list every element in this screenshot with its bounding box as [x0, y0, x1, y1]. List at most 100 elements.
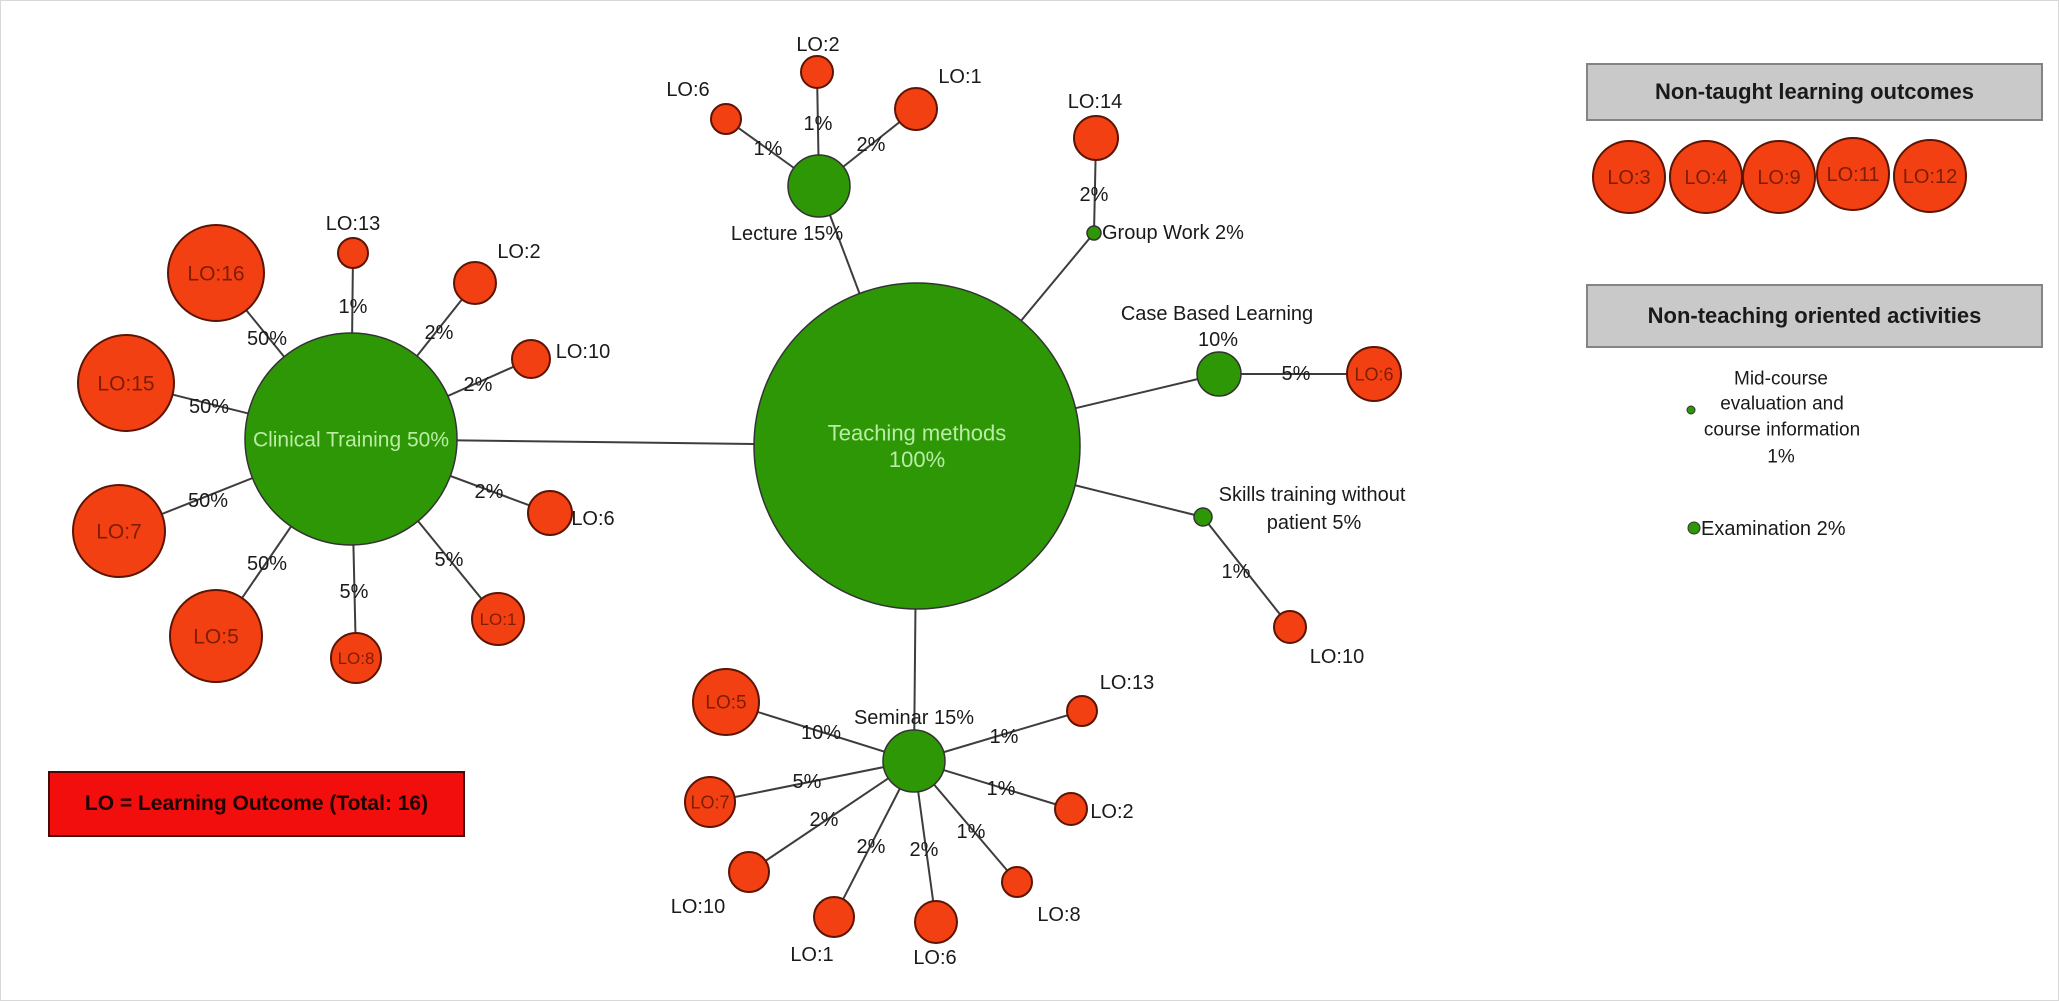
activity-label: course information: [1704, 420, 1860, 441]
edge-percent-label: 2%: [464, 374, 493, 396]
lo-circle-cbl-lo6: [1346, 346, 1402, 402]
edge-percent-label: 5%: [1282, 363, 1311, 385]
activity-circle-clinical-training: [244, 332, 458, 546]
activity-label: 1%: [1767, 447, 1795, 468]
activity-circle-case-based-learning: [1196, 351, 1242, 397]
node-inside-label: 100%: [889, 447, 945, 472]
legend-lo-label: LO:12: [1903, 166, 1957, 188]
legend-lo-label: LO:4: [1684, 167, 1727, 189]
edge-percent-label: 10%: [801, 722, 841, 744]
node-inside-label: LO:7: [96, 520, 142, 543]
edge-percent-label: 1%: [1222, 561, 1251, 583]
activity-circle-skills-training: [1193, 507, 1213, 527]
lo-circle-sem-lo7: [684, 776, 736, 828]
lo-circle-sem-lo13: [1066, 695, 1098, 727]
edge-percent-label: 50%: [188, 490, 228, 512]
edge-percent-label: 1%: [957, 821, 986, 843]
lo-circle-sem-lo6: [914, 900, 958, 944]
node-outside-label: LO:10: [556, 341, 610, 363]
lo-circle-ct-lo16: [167, 224, 265, 322]
legend-lo-label: LO:11: [1827, 164, 1880, 186]
edge-percent-label: 1%: [987, 778, 1016, 800]
non-teaching-activities-title: Non-teaching oriented activities: [1647, 303, 1982, 328]
legend-lo-circle: [1742, 140, 1816, 214]
lo-circle-gw-lo14: [1073, 115, 1119, 161]
edge-percent-label: 1%: [754, 138, 783, 160]
lo-circle-ct-lo2: [453, 261, 497, 305]
activity-dot: [1687, 521, 1701, 535]
node-outside-label: LO:2: [796, 34, 839, 56]
node-outside-label: Group Work 2%: [1102, 222, 1244, 244]
activity-circle-teaching-methods: [753, 282, 1081, 610]
footnote-box: LO = Learning Outcome (Total: 16): [48, 771, 465, 837]
lo-circle-sem-lo1: [813, 896, 855, 938]
node-outside-label: Case Based Learning: [1121, 303, 1313, 325]
lo-circle-ct-lo7: [72, 484, 166, 578]
lo-circle-lec-lo6: [710, 103, 742, 135]
edge-percent-label: 2%: [910, 839, 939, 861]
activity-label: Mid-course: [1734, 369, 1828, 390]
node-outside-label: LO:1: [938, 66, 981, 88]
legend-lo-circle: [1893, 139, 1967, 213]
edge-percent-label: 1%: [804, 113, 833, 135]
activity-label: evaluation and: [1720, 394, 1844, 415]
edge-percent-label: 5%: [340, 581, 369, 603]
activity-dot: [1686, 405, 1696, 415]
edge-percent-label: 50%: [247, 553, 287, 575]
edge-percent-label: 2%: [425, 322, 454, 344]
lo-circle-ct-lo1: [471, 592, 525, 646]
node-outside-label: LO:14: [1068, 91, 1122, 113]
node-inside-label: LO:6: [1354, 364, 1393, 384]
node-inside-label: LO:1: [480, 610, 517, 629]
edge-percent-label: 50%: [189, 396, 229, 418]
activity-label: Examination 2%: [1701, 518, 1846, 540]
non-taught-outcomes-box: Non-taught learning outcomes: [1586, 63, 2043, 121]
edge-percent-label: 5%: [435, 549, 464, 571]
lo-circle-ct-lo15: [77, 334, 175, 432]
node-inside-label: Clinical Training 50%: [253, 428, 449, 451]
node-outside-label: patient 5%: [1267, 512, 1362, 534]
edge-percent-label: 5%: [793, 771, 822, 793]
activity-circle-seminar: [882, 729, 946, 793]
node-inside-label: LO:5: [705, 693, 746, 714]
edge-percent-label: 2%: [857, 836, 886, 858]
edge-percent-label: 1%: [990, 726, 1019, 748]
lo-circle-ct-lo6: [527, 490, 573, 536]
node-outside-label: LO:6: [571, 508, 614, 530]
edge-percent-label: 2%: [1080, 184, 1109, 206]
lo-circle-ct-lo8: [330, 632, 382, 684]
node-inside-label: LO:8: [338, 649, 375, 668]
node-inside-label: LO:5: [193, 625, 239, 648]
non-taught-outcomes-title: Non-taught learning outcomes: [1655, 79, 1974, 104]
node-outside-label: LO:10: [671, 896, 725, 918]
node-outside-label: LO:1: [790, 944, 833, 966]
node-outside-label: LO:2: [497, 241, 540, 263]
lo-circle-sem-lo5: [692, 668, 760, 736]
node-outside-label: LO:6: [913, 947, 956, 969]
edge-line: [748, 760, 915, 873]
lo-circle-sk-lo10: [1273, 610, 1307, 644]
lo-circle-sem-lo10: [728, 851, 770, 893]
lo-circle-lec-lo1: [894, 87, 938, 131]
legend-lo-label: LO:3: [1607, 167, 1650, 189]
legend-lo-circle: [1592, 140, 1666, 214]
edge-percent-label: 50%: [247, 328, 287, 350]
lo-circle-ct-lo10: [511, 339, 551, 379]
node-inside-label: LO:16: [187, 262, 244, 285]
lo-circle-sem-lo2: [1054, 792, 1088, 826]
node-outside-label: LO:8: [1037, 904, 1080, 926]
lo-circle-sem-lo8: [1001, 866, 1033, 898]
node-inside-label: LO:15: [97, 372, 154, 395]
node-outside-label: LO:2: [1090, 801, 1133, 823]
lo-circle-lec-lo2: [800, 55, 834, 89]
node-outside-label: Lecture 15%: [731, 223, 844, 245]
edge-line: [709, 760, 915, 803]
legend-lo-label: LO:9: [1757, 167, 1800, 189]
node-outside-label: LO:6: [666, 79, 709, 101]
activity-circle-lecture: [787, 154, 851, 218]
lo-circle-ct-lo13: [337, 237, 369, 269]
activity-circle-group-work: [1086, 225, 1102, 241]
edge-percent-label: 2%: [810, 809, 839, 831]
